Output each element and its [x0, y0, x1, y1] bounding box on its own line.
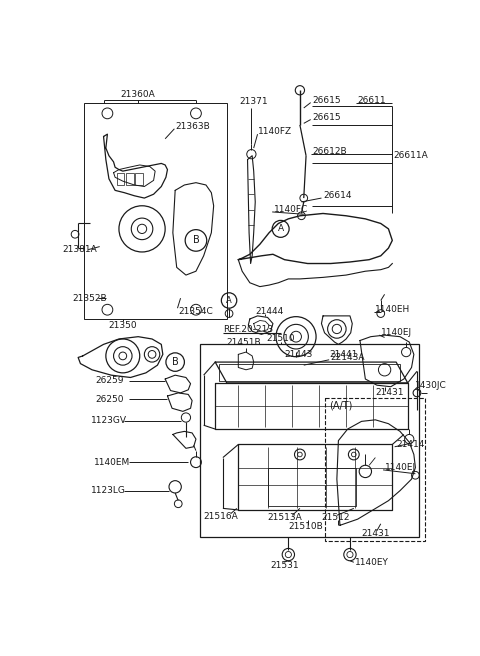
Text: 26615: 26615: [312, 113, 341, 122]
Text: 21363B: 21363B: [175, 122, 210, 131]
Text: 21451B: 21451B: [227, 338, 262, 346]
Text: 1140EJ: 1140EJ: [384, 463, 416, 472]
Text: 21352B: 21352B: [73, 294, 108, 302]
Text: A: A: [277, 224, 284, 234]
Text: 21360A: 21360A: [121, 90, 156, 98]
Text: 21443: 21443: [285, 350, 313, 359]
Text: 26611A: 26611A: [394, 152, 429, 160]
Text: 21510B: 21510B: [288, 522, 323, 531]
Text: 1140EH: 1140EH: [375, 305, 410, 314]
Bar: [126, 173, 133, 185]
Text: 21531: 21531: [271, 561, 299, 570]
Text: 1140EM: 1140EM: [94, 458, 130, 466]
Text: 26250: 26250: [96, 394, 124, 403]
Text: 26614: 26614: [323, 192, 351, 200]
Text: 1140EY: 1140EY: [355, 558, 389, 567]
Text: 21354C: 21354C: [178, 307, 213, 316]
Text: B: B: [172, 357, 179, 367]
Text: 1123LG: 1123LG: [90, 486, 125, 495]
Bar: [324, 398, 425, 541]
Text: 21444: 21444: [255, 307, 284, 316]
Text: 26612B: 26612B: [312, 148, 347, 156]
Bar: [219, 363, 400, 380]
Text: 1430JC: 1430JC: [415, 380, 447, 390]
Text: 22143A: 22143A: [331, 353, 365, 362]
Bar: [84, 104, 227, 319]
Text: 21371: 21371: [240, 97, 268, 106]
Bar: [200, 344, 419, 537]
Text: 21431: 21431: [361, 529, 390, 537]
Bar: [117, 173, 124, 185]
Text: 21414: 21414: [396, 440, 424, 449]
Text: 1140FC: 1140FC: [274, 205, 308, 214]
Text: 1140FZ: 1140FZ: [258, 127, 292, 136]
Bar: [267, 468, 356, 506]
Text: 21381A: 21381A: [63, 245, 97, 254]
Text: 21512: 21512: [322, 513, 350, 522]
Text: REF.20-213: REF.20-213: [223, 325, 273, 335]
Text: 26615: 26615: [312, 96, 341, 105]
Text: 21431: 21431: [375, 388, 404, 398]
Text: A: A: [226, 296, 232, 305]
Text: 21510: 21510: [266, 335, 295, 344]
Text: 1140EJ: 1140EJ: [381, 328, 412, 337]
Text: 21441: 21441: [329, 350, 358, 359]
Text: B: B: [192, 236, 199, 245]
Bar: [135, 173, 143, 185]
Text: 1123GV: 1123GV: [90, 416, 126, 425]
Text: (A/T): (A/T): [329, 401, 352, 411]
Text: 26259: 26259: [96, 376, 124, 385]
Text: 21516A: 21516A: [204, 512, 239, 521]
Text: 26611: 26611: [358, 96, 386, 105]
Text: 21513A: 21513A: [267, 513, 302, 522]
Text: 21350: 21350: [108, 321, 137, 329]
